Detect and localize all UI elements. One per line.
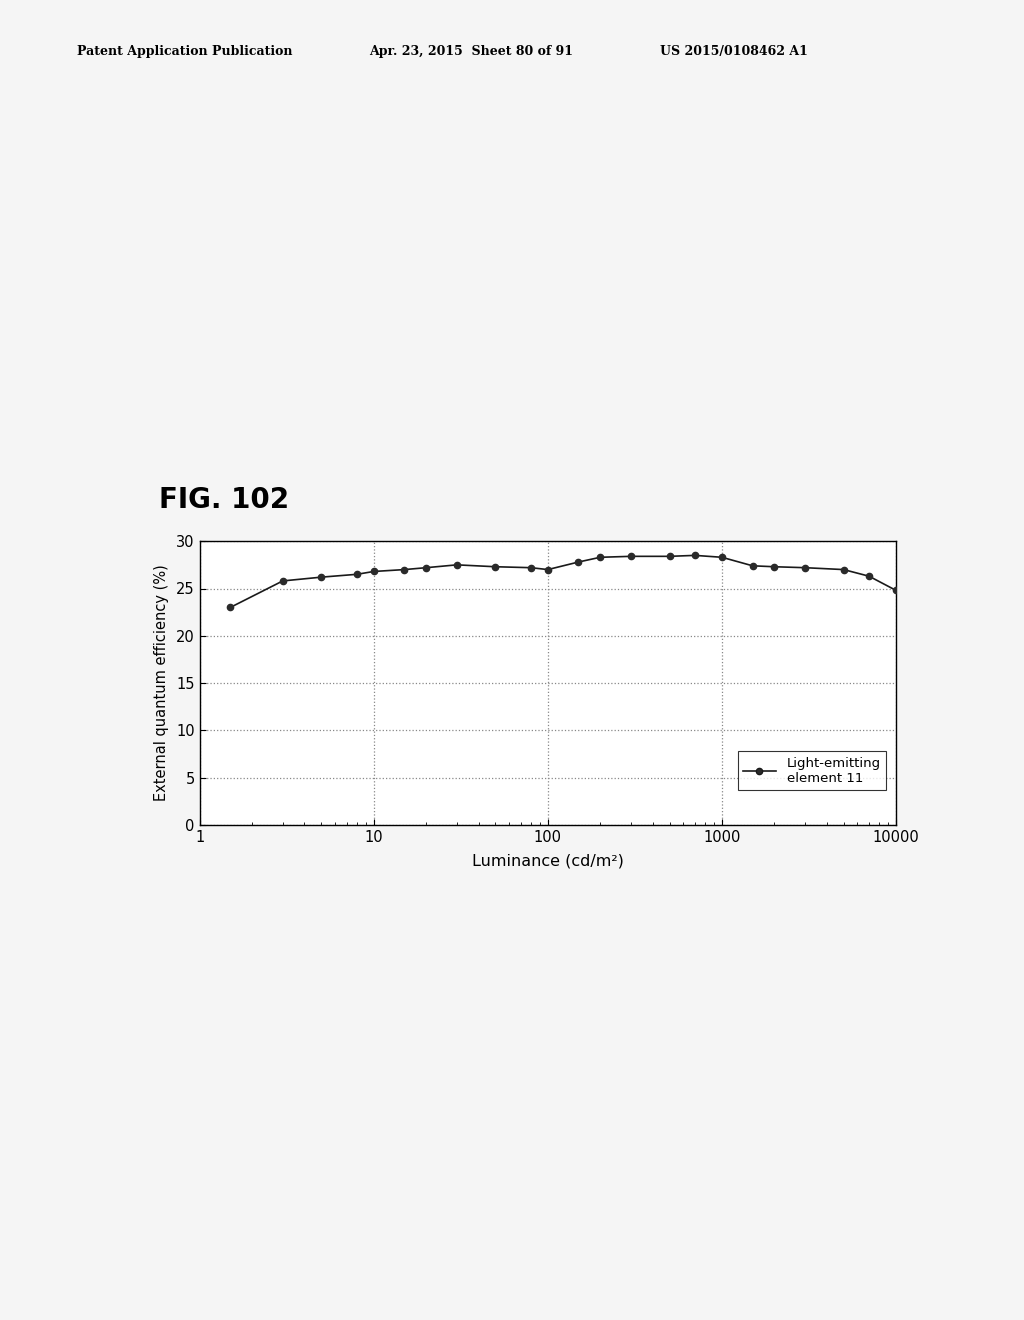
- Text: FIG. 102: FIG. 102: [159, 486, 289, 515]
- Text: Apr. 23, 2015  Sheet 80 of 91: Apr. 23, 2015 Sheet 80 of 91: [369, 45, 572, 58]
- Text: US 2015/0108462 A1: US 2015/0108462 A1: [660, 45, 808, 58]
- Text: Patent Application Publication: Patent Application Publication: [77, 45, 292, 58]
- Legend: Light-emitting
element 11: Light-emitting element 11: [737, 751, 886, 791]
- X-axis label: Luminance (cd/m²): Luminance (cd/m²): [472, 853, 624, 869]
- Y-axis label: External quantum efficiency (%): External quantum efficiency (%): [155, 565, 169, 801]
